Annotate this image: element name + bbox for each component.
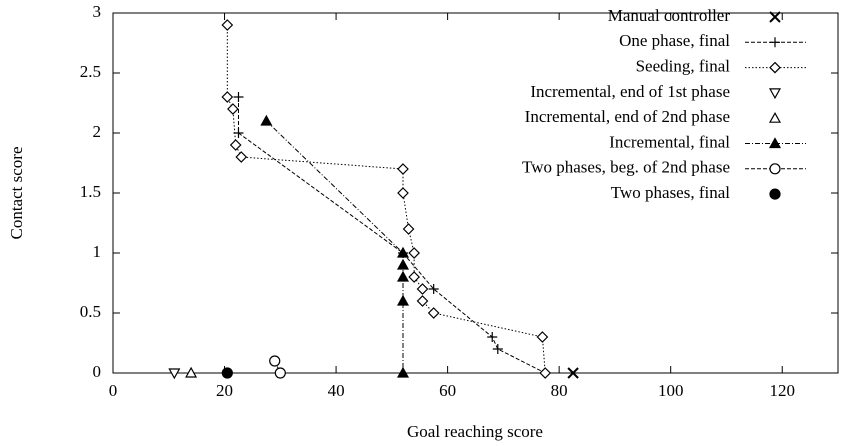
marker — [274, 367, 286, 379]
y-tick-label: 1.5 — [80, 182, 101, 201]
marker — [221, 367, 233, 379]
marker — [396, 294, 410, 306]
marker — [408, 247, 421, 259]
legend-marker — [769, 11, 781, 23]
marker — [269, 355, 281, 367]
marker — [428, 284, 439, 294]
marker — [260, 114, 273, 126]
marker — [408, 271, 421, 283]
legend-label: Two phases, beg. of 2nd phase — [522, 158, 730, 177]
marker — [416, 283, 429, 295]
x-tick-label: 20 — [216, 381, 233, 400]
legend-label: Two phases, final — [611, 183, 730, 202]
legend-label: Manual controller — [608, 6, 731, 25]
legend-label: Incremental, end of 1st phase — [530, 82, 730, 101]
x-tick-label: 40 — [328, 381, 345, 400]
y-axis-label: Contact score — [7, 147, 26, 240]
marker — [492, 344, 503, 354]
legend-marker — [769, 61, 781, 74]
series-line — [226, 25, 546, 374]
y-tick-label: 1 — [93, 242, 102, 261]
legend-marker — [768, 111, 782, 123]
x-tick-label: 0 — [109, 381, 118, 400]
legend-marker — [768, 137, 782, 149]
y-tick-label: 0 — [93, 362, 102, 381]
y-tick-label: 2 — [93, 122, 102, 141]
legend-label: Incremental, final — [609, 132, 730, 151]
legend-label: Incremental, end of 2nd phase — [525, 107, 730, 126]
legend-marker — [769, 188, 781, 200]
marker — [168, 368, 181, 380]
series-line — [266, 120, 404, 373]
x-tick-label: 60 — [439, 381, 456, 400]
marker — [221, 19, 234, 31]
marker — [229, 139, 242, 151]
legend-label: Seeding, final — [636, 57, 731, 76]
legend-marker — [769, 163, 781, 175]
marker — [397, 187, 409, 199]
x-axis-label: Goal reaching score — [407, 422, 543, 441]
marker — [536, 331, 549, 343]
marker — [233, 92, 244, 102]
marker — [396, 246, 410, 258]
x-tick-label: 100 — [658, 381, 684, 400]
x-tick-label: 80 — [551, 381, 568, 400]
marker — [396, 258, 410, 270]
marker — [567, 367, 579, 379]
marker — [397, 163, 409, 175]
y-tick-label: 3 — [93, 2, 102, 21]
marker — [221, 91, 234, 103]
x-tick-label: 120 — [769, 381, 795, 400]
marker — [185, 366, 198, 378]
legend-marker — [768, 88, 782, 100]
marker — [402, 223, 415, 235]
marker — [235, 151, 248, 163]
marker — [227, 103, 239, 115]
marker — [416, 295, 429, 307]
marker — [539, 367, 552, 379]
marker — [487, 332, 498, 342]
series-line — [237, 97, 546, 374]
marker — [396, 366, 410, 378]
legend-label: One phase, final — [619, 31, 730, 50]
marker — [427, 307, 440, 319]
y-tick-label: 2.5 — [80, 62, 101, 81]
legend-marker — [770, 37, 780, 48]
marker — [396, 270, 410, 282]
y-tick-label: 0.5 — [80, 302, 101, 321]
